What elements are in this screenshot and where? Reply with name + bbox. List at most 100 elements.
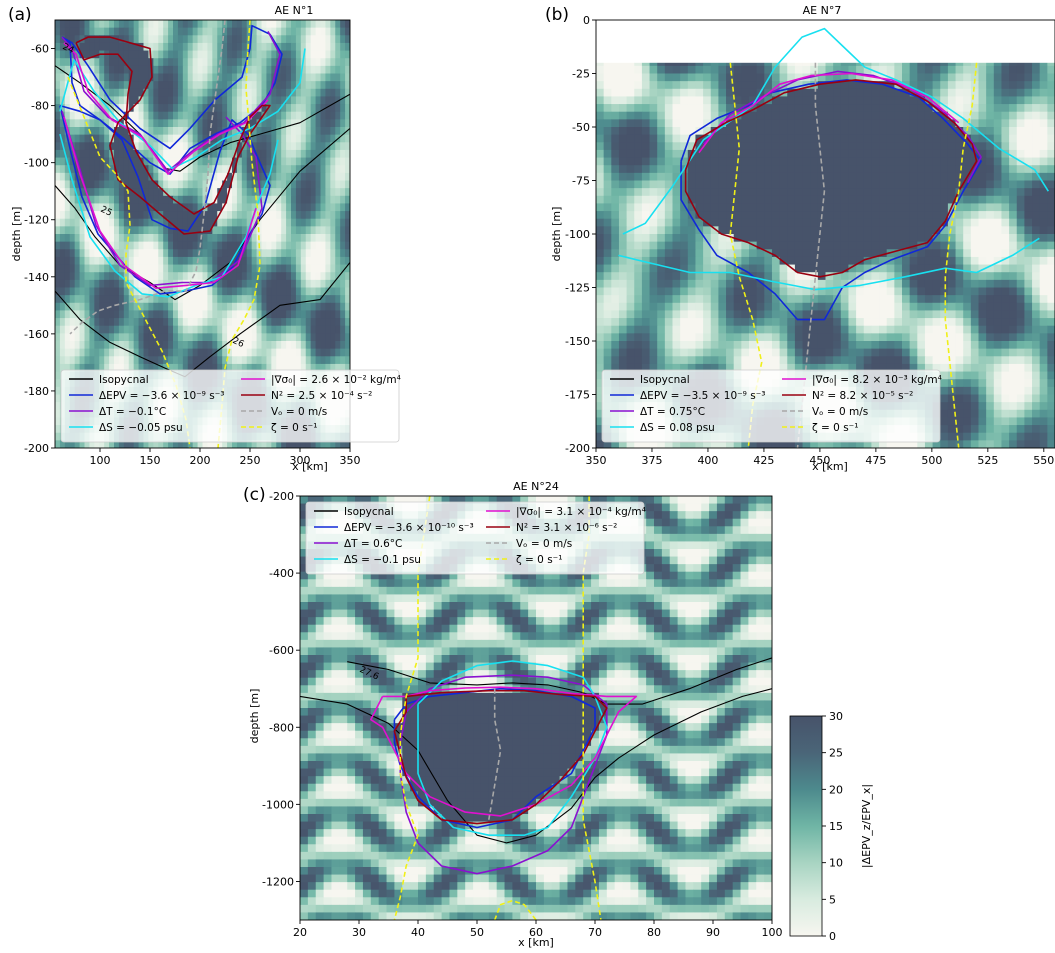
- panel-c-title: AE N°24: [513, 480, 559, 493]
- panel-b-label: (b): [545, 5, 569, 25]
- legend-label-n2: N² = 8.2 × 10⁻⁵ s⁻²: [812, 390, 913, 402]
- colorbar: 0 5 10 15 20 25 30 |ΔEPV_z/EPV_x|: [789, 710, 873, 943]
- contour-gradsigma-0: [63, 42, 269, 175]
- x-tick-label-3: 50: [470, 926, 484, 939]
- contour-isopycnal-1: [347, 657, 772, 705]
- x-tick-label-0: 350: [586, 454, 607, 467]
- y-tick-label-3: -120: [24, 214, 49, 227]
- y-tick-label-4: -140: [24, 271, 49, 284]
- contour-n2-0: [393, 689, 608, 825]
- colorbar-tick-label-5: 25: [829, 747, 843, 760]
- legend-label-ds: ΔS = −0.1 psu: [344, 554, 421, 566]
- panel-a-label: (a): [8, 5, 32, 25]
- x-tick-label-0: 100: [90, 454, 111, 467]
- legend-box: [305, 501, 645, 575]
- legend-label-n2: N² = 2.5 × 10⁻⁴ s⁻²: [271, 390, 372, 402]
- colorbar-tick-label-6: 30: [829, 710, 843, 723]
- contour-gradsigma-0: [698, 72, 960, 154]
- y-tick-label-5: -1200: [262, 875, 294, 888]
- panel-a-xlabel: x [km]: [292, 460, 328, 473]
- x-tick-label-2: 40: [411, 926, 425, 939]
- colorbar-tick-label-1: 5: [829, 893, 836, 906]
- y-tick-label-6: -180: [24, 385, 49, 398]
- legend-label-n2: N² = 3.1 × 10⁻⁶ s⁻²: [516, 522, 617, 534]
- legend-label-ds: ΔS = −0.05 psu: [99, 422, 183, 434]
- panel-c-contours: [300, 496, 772, 920]
- contour-ds-1: [59, 133, 279, 298]
- colorbar-tick-label-0: 0: [829, 930, 836, 943]
- legend-label-zeta: ζ = 0 s⁻¹: [516, 554, 562, 566]
- y-tick-label-1: -400: [269, 567, 294, 580]
- legend-label-isopycnal: Isopycnal: [640, 374, 690, 386]
- x-tick-label-5: 70: [588, 926, 602, 939]
- legend-label-isopycnal: Isopycnal: [99, 374, 149, 386]
- contour-ds-1: [618, 237, 1040, 291]
- y-tick-label-1: -25: [572, 68, 590, 81]
- y-tick-label-8: -200: [565, 442, 590, 455]
- x-tick-label-3: 425: [753, 454, 774, 467]
- x-tick-label-4: 450: [809, 454, 830, 467]
- contour-dt-0: [702, 70, 982, 183]
- legend-label-dt: ΔT = 0.6°C: [344, 538, 402, 550]
- isopycnal-label-2: 26: [231, 336, 246, 350]
- panel-b-ylabel: depth [m]: [550, 207, 563, 262]
- legend-label-gradsigma: |∇σ₀| = 3.1 × 10⁻⁴ kg/m⁴: [516, 506, 646, 518]
- contour-n2-0: [75, 36, 271, 235]
- panel-b: (b) AE N°7 350 375 400 425 450 475 500 525 550 0 -…: [545, 4, 1055, 473]
- x-tick-label-1: 375: [641, 454, 662, 467]
- contour-ds-0: [59, 48, 306, 170]
- contour-gradsigma-1: [63, 116, 257, 289]
- x-tick-label-7: 90: [706, 926, 720, 939]
- y-tick-label-7: -175: [565, 389, 590, 402]
- legend-label-isopycnal: Isopycnal: [344, 506, 394, 518]
- y-tick-label-0: 0: [583, 14, 590, 27]
- contour-vo-0: [69, 20, 226, 335]
- x-tick-label-1: 30: [352, 926, 366, 939]
- y-tick-label-0: -60: [31, 43, 49, 56]
- panel-c: (c) AE N°24 27.6 20 30 40 50 60 70 80 90 100-200…: [243, 480, 783, 949]
- panel-b-axes: 350 375 400 425 450 475 500 525 550 0 -25 -50 -75 -10…: [565, 14, 1055, 467]
- x-tick-label-4: 60: [529, 926, 543, 939]
- panel-c-ylabel: depth [m]: [248, 689, 261, 744]
- x-tick-label-2: 400: [697, 454, 718, 467]
- panel-a-isopycnal-labels: 24 25 26: [61, 42, 246, 350]
- contour-zeta-1: [944, 62, 978, 448]
- contour-dt-0: [399, 674, 608, 875]
- x-tick-label-8: 100: [762, 926, 783, 939]
- contour-n2-0: [684, 79, 978, 278]
- colorbar-ticks: 0 5 10 15 20 25 30: [822, 710, 843, 943]
- contour-zeta-1: [582, 496, 602, 920]
- legend-label-dt: ΔT = −0.1°C: [99, 406, 166, 418]
- panel-c-xlabel: x [km]: [518, 936, 554, 949]
- y-tick-label-2: -600: [269, 644, 294, 657]
- legend-label-ds: ΔS = 0.08 psu: [640, 422, 715, 434]
- y-tick-label-4: -1000: [262, 798, 294, 811]
- contour-depv-0: [680, 79, 982, 321]
- panel-c-label: (c): [243, 485, 266, 505]
- panel-a: (a) AE N°1 24 25 26 100 150 200 250 300 350 -60 -…: [8, 4, 401, 473]
- contour-zeta-0: [393, 496, 431, 920]
- contour-dt-1: [61, 111, 263, 287]
- panel-a-title: AE N°1: [275, 4, 314, 17]
- legend-label-depv: ΔEPV = −3.6 × 10⁻⁹ s⁻³: [99, 390, 224, 402]
- contour-vo-0: [488, 688, 502, 820]
- panel-c-axes: 20 30 40 50 60 70 80 90 100 -200 -400 -600 -800 -1000…: [262, 490, 782, 939]
- y-tick-label-3: -75: [572, 175, 590, 188]
- x-tick-label-2: 200: [190, 454, 211, 467]
- y-tick-label-2: -100: [24, 157, 49, 170]
- legend-label-vo: Vₒ = 0 m/s: [271, 406, 327, 418]
- y-tick-label-6: -150: [565, 335, 590, 348]
- legend-label-gradsigma: |∇σ₀| = 2.6 × 10⁻² kg/m⁴: [271, 374, 401, 386]
- panel-a-contours: [55, 20, 350, 448]
- panel-b-xlabel: x [km]: [812, 460, 848, 473]
- contour-zeta-0: [729, 62, 763, 448]
- x-tick-label-3: 250: [240, 454, 261, 467]
- panel-a-ylabel: depth [m]: [10, 207, 23, 262]
- panel-a-axes: 100 150 200 250 300 350 -60 -80 -100 -120 -140 -160…: [24, 19, 361, 467]
- panel-b-legend: Isopycnal |∇σ₀| = 8.2 × 10⁻³ kg/m⁴ ΔEPV = …: [601, 369, 942, 443]
- x-tick-label-0: 20: [293, 926, 307, 939]
- x-tick-label-5: 350: [340, 454, 361, 467]
- axes-frame: [54, 19, 351, 449]
- legend-label-vo: Vₒ = 0 m/s: [812, 406, 868, 418]
- isopycnal-label-1: 25: [99, 205, 114, 219]
